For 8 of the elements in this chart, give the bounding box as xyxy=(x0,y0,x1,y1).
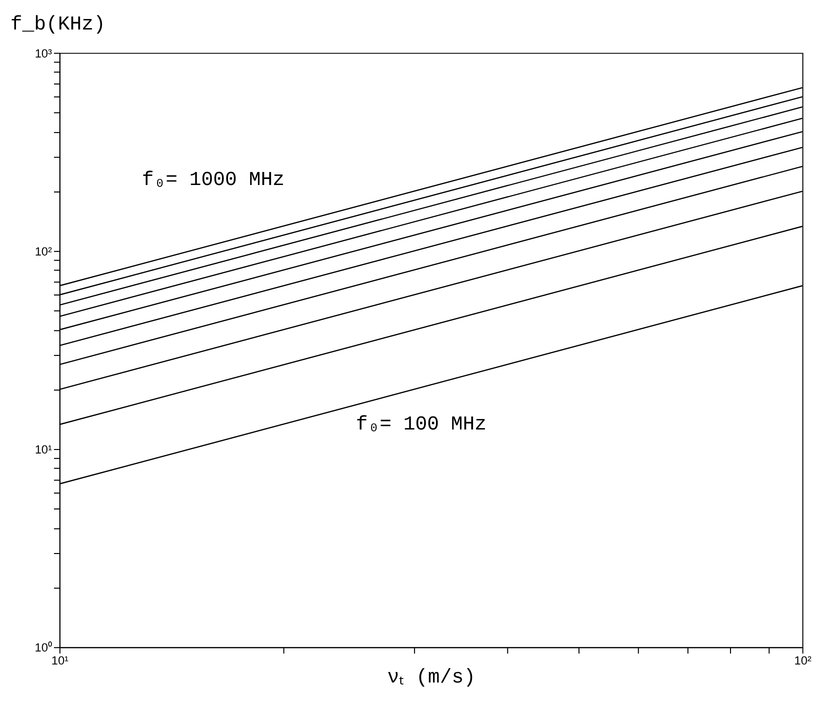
y-axis-title: f_b(KHz) xyxy=(10,14,106,36)
y-tick-label: 10³ xyxy=(34,46,52,60)
annotation: f₀= 100 MHz xyxy=(356,414,487,436)
x-axis-title: νₜ (m/s) xyxy=(387,666,476,688)
y-tick-label: 10¹ xyxy=(34,442,52,456)
annotation: f₀= 1000 MHz xyxy=(142,168,284,191)
y-tick-label: 10² xyxy=(34,244,52,258)
y-tick-label: 10⁰ xyxy=(34,640,52,655)
